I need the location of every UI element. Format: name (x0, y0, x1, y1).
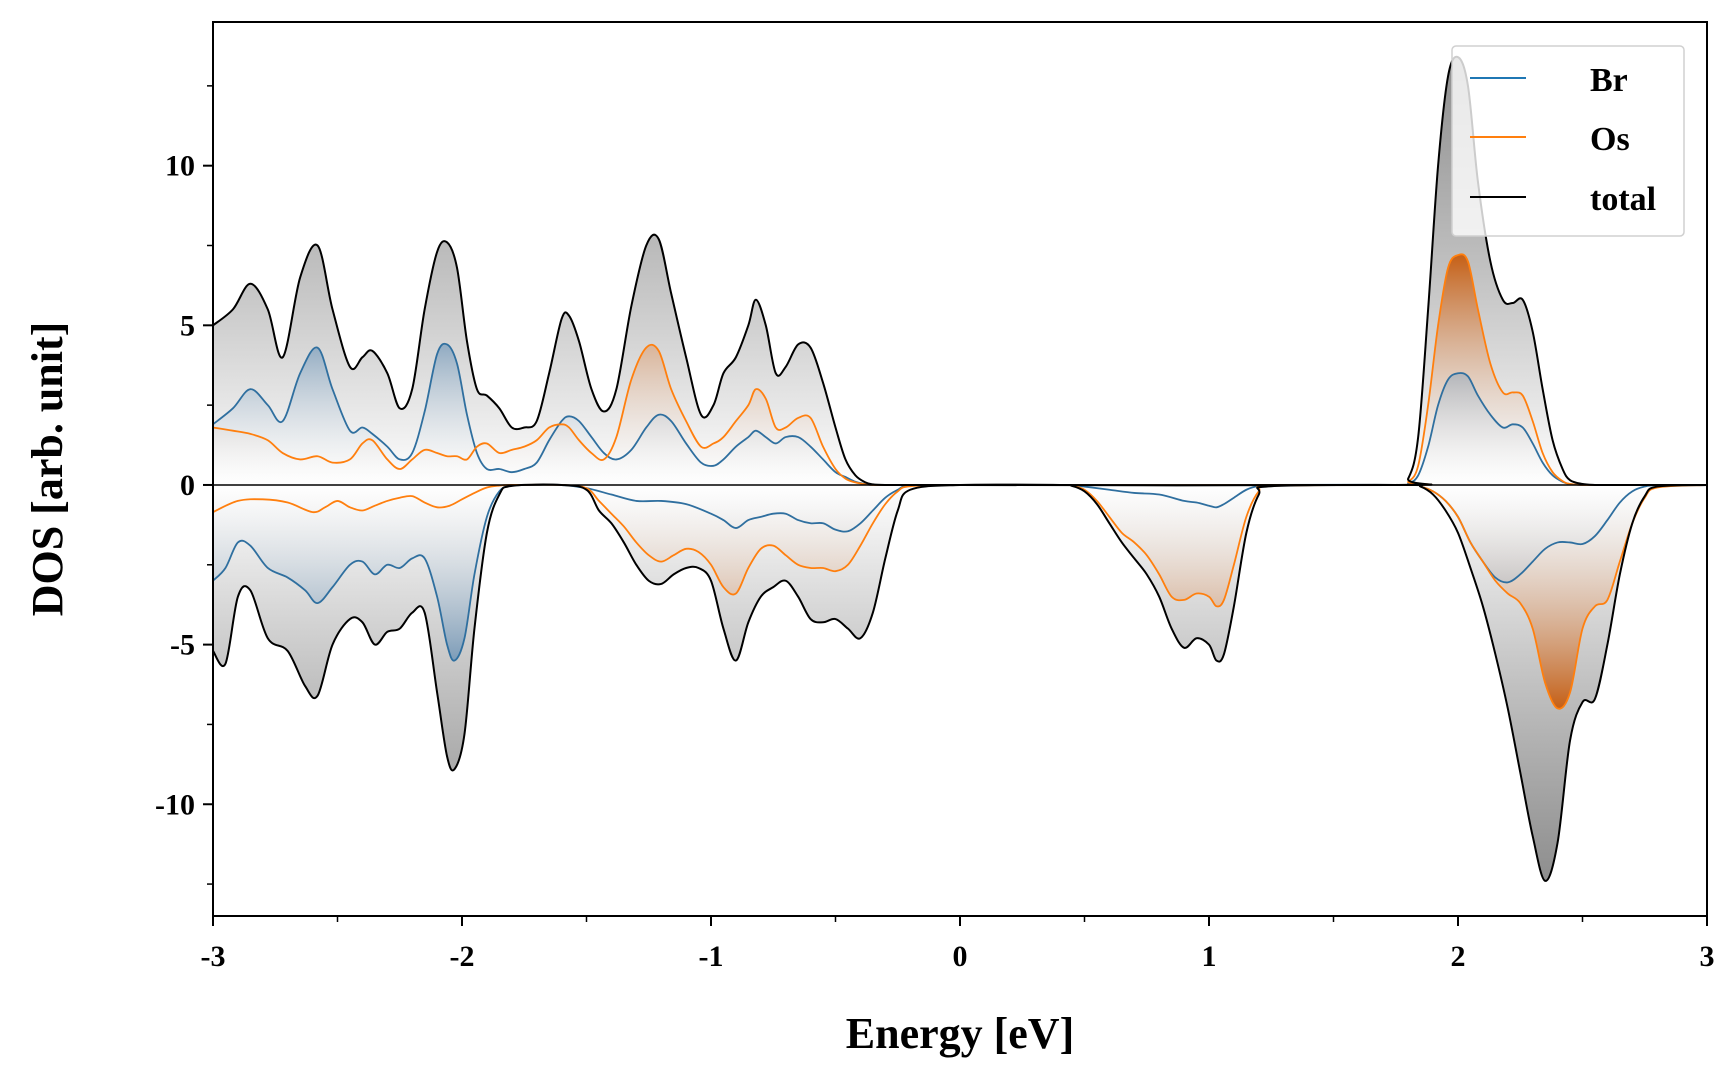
x-tick-label: -1 (699, 940, 724, 973)
legend-box (1451, 45, 1685, 237)
y-tick-label: -10 (155, 788, 195, 821)
y-tick-label: 5 (180, 309, 195, 342)
dos-area-total-up (213, 56, 1707, 486)
x-axis-title: Energy [eV] (846, 1009, 1075, 1058)
legend-label-total: total (1590, 181, 1656, 218)
dos-line-br-up (213, 342, 1707, 486)
legend-label-os: Os (1590, 121, 1630, 158)
legend: Br Os total (1451, 45, 1685, 237)
x-tick-label: -2 (450, 940, 475, 973)
dos-area-br-down (213, 484, 1707, 661)
y-tick-label: -5 (170, 629, 195, 662)
x-tick-label: 3 (1700, 940, 1715, 973)
dos-line-os-down (213, 483, 1707, 710)
legend-label-br: Br (1590, 62, 1628, 99)
y-tick-label: 10 (165, 150, 195, 183)
dos-area-br-up (213, 343, 1707, 486)
x-tick-label: 1 (1202, 940, 1217, 973)
y-tick-label: 0 (180, 469, 195, 502)
x-tick-label: 2 (1451, 940, 1466, 973)
y-axis-title: DOS [arb. unit] (23, 322, 72, 617)
x-tick-label: 0 (953, 940, 968, 973)
dos-line-os-up (213, 253, 1707, 487)
dos-line-br-down (213, 483, 1707, 662)
dos-line-total-down (213, 483, 1707, 882)
x-tick-label: -3 (201, 940, 226, 973)
